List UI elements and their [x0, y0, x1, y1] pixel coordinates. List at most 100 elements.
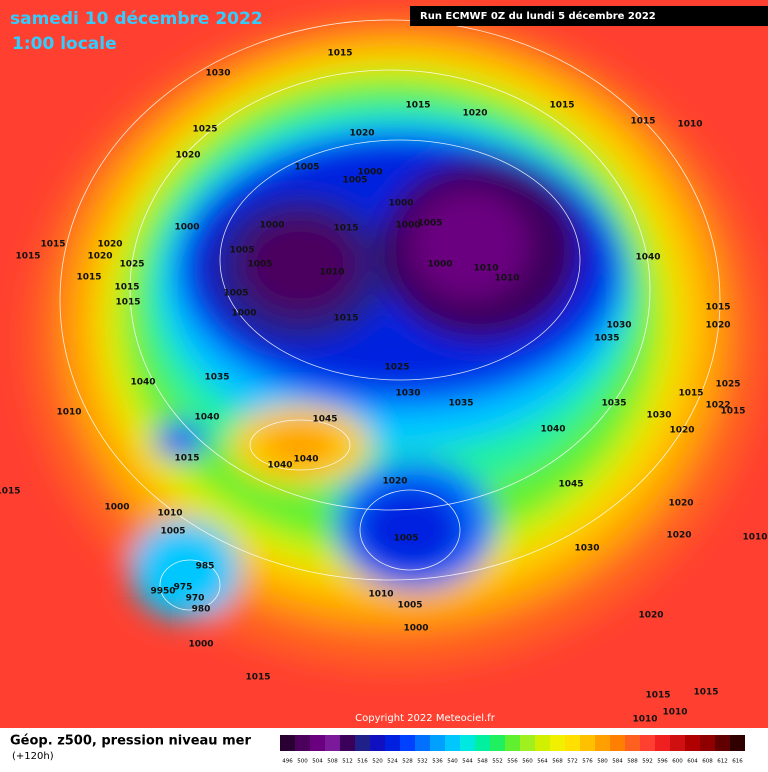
isobar-label: 1015 — [645, 691, 670, 701]
isobar-label: 1020 — [382, 477, 407, 487]
date-title: samedi 10 décembre 2022 — [10, 9, 263, 29]
isobar-label: 1015 — [76, 273, 101, 283]
footer-range: (+120h) — [12, 751, 54, 762]
isobar-label: 1015 — [630, 117, 655, 127]
isobar-label: 1000 — [231, 309, 256, 319]
colorbar-swatch — [565, 735, 580, 751]
isobar-label: 1005 — [393, 534, 418, 544]
isobar-label: 1015 — [0, 487, 21, 497]
isobar-label: 1035 — [204, 373, 229, 383]
colorbar-swatch — [400, 735, 415, 751]
isobar-label: 1000 — [388, 199, 413, 209]
colorbar-label: 524 — [387, 759, 398, 765]
isobar-label: 1040 — [194, 413, 219, 423]
isobar-label: 1035 — [448, 399, 473, 409]
colorbar-label: 508 — [327, 759, 338, 765]
colorbar-swatch — [520, 735, 535, 751]
isobar-labels: 1015 1030 1015 1020 1015 1015 1010 1025 1020 1020… — [0, 49, 768, 725]
isobar-label: 1025 — [715, 380, 740, 390]
isobar-label: 1015 — [333, 224, 358, 234]
isobar-label: 1005 — [294, 163, 319, 173]
colorbar-label: 608 — [702, 759, 713, 765]
colorbar-label: 604 — [687, 759, 698, 765]
colorbar-swatch — [505, 735, 520, 751]
colorbar-swatch — [610, 735, 625, 751]
colorbar-swatch — [310, 735, 325, 751]
isobar-label: 1020 — [666, 531, 691, 541]
colorbar-label: 616 — [732, 759, 743, 765]
isobar-label: 970 — [186, 594, 205, 604]
colorbar-swatch — [550, 735, 565, 751]
isobar-label: 1030 — [205, 69, 230, 79]
isobar-label: 1015 — [174, 454, 199, 464]
isobar-label: 1010 — [742, 533, 767, 543]
colorbar-swatch — [685, 735, 700, 751]
isobar-label: 1020 — [175, 151, 200, 161]
colorbar-label: 572 — [567, 759, 578, 765]
isobar-label: 1005 — [342, 176, 367, 186]
isobar-label: 1020 — [705, 321, 730, 331]
isobar — [59, 19, 721, 581]
isobar-label: 1015 — [678, 389, 703, 399]
isobar-label: 1005 — [397, 601, 422, 611]
colorbar-swatch — [460, 735, 475, 751]
colorbar-label: 528 — [402, 759, 413, 765]
colorbar-label: 612 — [717, 759, 728, 765]
colorbar-label: 544 — [462, 759, 473, 765]
isobar-label: 1000 — [104, 503, 129, 513]
colorbar-label: 576 — [582, 759, 593, 765]
isobar-label: 1020 — [669, 426, 694, 436]
colorbar-swatch — [280, 735, 295, 751]
isobar-label: 1020 — [349, 129, 374, 139]
colorbar-swatch — [670, 735, 685, 751]
isobar-label: 1010 — [494, 274, 519, 284]
isobar-label: 1040 — [635, 253, 660, 263]
isobar — [249, 419, 351, 471]
isobar — [359, 489, 461, 571]
colorbar-label: 504 — [312, 759, 323, 765]
isobar-label: 1010 — [56, 408, 81, 418]
isobar-label: 1030 — [646, 411, 671, 421]
colorbar-swatch — [340, 735, 355, 751]
colorbar-label: 536 — [432, 759, 443, 765]
colorbar-label: 500 — [297, 759, 308, 765]
colorbar-label: 600 — [672, 759, 683, 765]
run-box — [410, 6, 768, 26]
isobar-label: 1030 — [574, 544, 599, 554]
colorbar-label: 588 — [627, 759, 638, 765]
isobar-label: 1005 — [247, 260, 272, 270]
isobar-label: 1005 — [223, 289, 248, 299]
isobar-label: 1000 — [259, 221, 284, 231]
isobar-label: 1005 — [417, 219, 442, 229]
colorbar-swatch — [475, 735, 490, 751]
colorbar-swatch — [325, 735, 340, 751]
colorbar-label: 532 — [417, 759, 428, 765]
isobar-label: 975 — [174, 583, 193, 593]
isobar-label: 1020 — [668, 499, 693, 509]
isobar-label: 1000 — [188, 640, 213, 650]
colorbar-label: 512 — [342, 759, 353, 765]
colorbar-label: 496 — [282, 759, 293, 765]
colorbar-label: 520 — [372, 759, 383, 765]
colorbar-label: 516 — [357, 759, 368, 765]
isobar-label: 1015 — [333, 314, 358, 324]
isobar-label: 1040 — [267, 461, 292, 471]
isobar-label: 1015 — [693, 688, 718, 698]
colorbar-label: 556 — [507, 759, 518, 765]
colorbar-swatch — [655, 735, 670, 751]
colorbar-swatch — [370, 735, 385, 751]
colorbar-label: 596 — [657, 759, 668, 765]
isobar-label: 1005 — [229, 246, 254, 256]
colorbar-swatch — [385, 735, 400, 751]
isobar-label: 985 — [196, 562, 215, 572]
isobar — [219, 139, 581, 381]
isobar-label: 1000 — [357, 168, 382, 178]
isobar-label: 1015 — [405, 101, 430, 111]
isobar-label: 1040 — [540, 425, 565, 435]
isobar — [129, 69, 651, 511]
isobar-label: 1015 — [720, 407, 745, 417]
colorbar-label: 564 — [537, 759, 548, 765]
isobar-label: 1010 — [473, 264, 498, 274]
colorbar-swatch — [700, 735, 715, 751]
